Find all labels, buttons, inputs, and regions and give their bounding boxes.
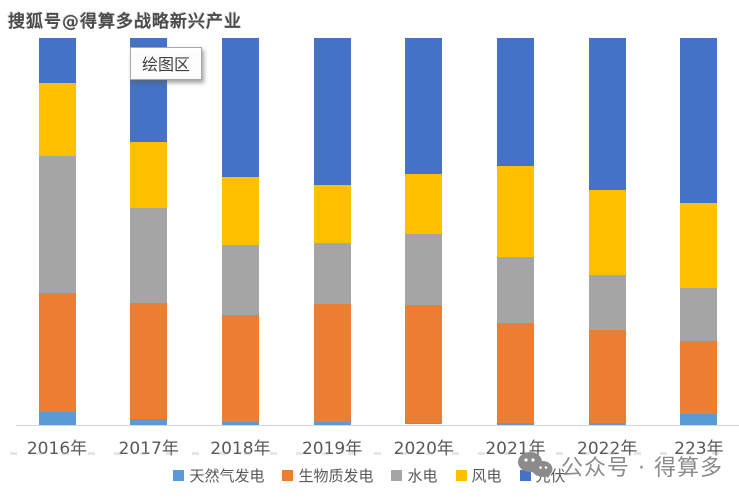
legend-label-hydro: 水电 (407, 466, 438, 485)
bar-segment-水电[interactable] (588, 275, 626, 331)
legend-label-natural-gas: 天然气发电 (189, 466, 265, 485)
bar-segment-风电[interactable] (38, 82, 76, 156)
legend-swatch-natural-gas (173, 469, 185, 481)
bar-segment-水电[interactable] (130, 208, 168, 303)
stacked-bar-2016年[interactable] (38, 38, 76, 425)
bar-segment-风电[interactable] (497, 166, 534, 257)
legend-item-wind[interactable]: 风电 (455, 465, 502, 486)
bar-segment-风电[interactable] (130, 142, 168, 209)
stacked-bar-223年[interactable] (680, 38, 718, 425)
sohu-watermark-text: 搜狐号@得算多战略新兴产业 (8, 12, 242, 32)
wechat-icon (517, 451, 553, 481)
legend-swatch-solar-pv (519, 469, 531, 481)
bar-segment-水电[interactable] (497, 256, 534, 324)
bar-segment-天然气发电[interactable] (38, 411, 76, 425)
bar-segment-生物质发电[interactable] (588, 330, 626, 424)
stacked-bar-2022年[interactable] (588, 38, 626, 425)
x-axis-label: 2020年 (393, 439, 454, 459)
bar-segment-光伏[interactable] (497, 38, 534, 167)
bar-segment-光伏[interactable] (588, 38, 626, 191)
bar-segment-水电[interactable] (38, 155, 76, 293)
bar-segment-光伏[interactable] (405, 38, 443, 174)
bar-segment-风电[interactable] (405, 173, 443, 234)
wechat-account-label: 公众号 · 得算多 (561, 456, 723, 481)
bar-segment-生物质发电[interactable] (221, 314, 259, 422)
bar-segment-天然气发电[interactable] (588, 423, 626, 425)
x-axis-label: 2016年 (26, 439, 88, 459)
bar-segment-生物质发电[interactable] (313, 303, 351, 422)
legend-swatch-biomass (282, 469, 294, 481)
bar-segment-生物质发电[interactable] (680, 340, 718, 415)
bar-segment-水电[interactable] (405, 233, 443, 305)
stacked-bar-2019年[interactable] (313, 38, 351, 425)
bar-segment-天然气发电[interactable] (130, 418, 168, 425)
stacked-bar-2020年[interactable] (405, 38, 443, 425)
x-axis-line (16, 425, 739, 426)
bar-segment-光伏[interactable] (313, 38, 351, 185)
legend-label-biomass: 生物质发电 (298, 466, 374, 485)
bar-segment-生物质发电[interactable] (130, 302, 168, 419)
wechat-badge: 公众号 · 得算多 (517, 450, 723, 482)
plot-area-tooltip-label: 绘图区 (142, 55, 191, 74)
legend-item-biomass[interactable]: 生物质发电 (282, 465, 373, 486)
bar-segment-生物质发电[interactable] (38, 292, 76, 412)
bar-segment-天然气发电[interactable] (405, 422, 443, 425)
x-axis-label: 2017年 (118, 439, 179, 459)
bar-segment-天然气发电[interactable] (221, 421, 259, 425)
bar-segment-风电[interactable] (221, 176, 259, 245)
stacked-bar-2017年[interactable] (130, 38, 168, 425)
x-axis-label: 2018年 (210, 439, 271, 459)
legend-swatch-hydro (391, 469, 403, 481)
bar-segment-风电[interactable] (313, 184, 351, 243)
x-axis-label: 2022年 (577, 439, 638, 459)
bar-segment-光伏[interactable] (38, 38, 76, 83)
bar-segment-生物质发电[interactable] (405, 304, 443, 423)
bar-segment-水电[interactable] (221, 244, 259, 315)
bar-segment-天然气发电[interactable] (313, 421, 351, 425)
bar-segment-光伏[interactable] (221, 38, 259, 177)
bar-segment-水电[interactable] (313, 242, 351, 304)
x-axis-label: 2019年 (301, 439, 363, 459)
chart-legend: 天然气发电 生物质发电 水电 风电 光伏 (0, 464, 739, 486)
bar-segment-风电[interactable] (680, 202, 718, 288)
x-axis-label: 223年 (674, 439, 724, 459)
legend-label-wind: 风电 (471, 466, 502, 485)
bar-segment-天然气发电[interactable] (497, 422, 534, 425)
stacked-bar-2018年[interactable] (221, 38, 259, 425)
legend-swatch-wind (455, 469, 467, 481)
faint-watermark-row (10, 452, 725, 455)
stacked-bar-2021年[interactable] (497, 38, 534, 425)
bar-segment-光伏[interactable] (680, 38, 718, 203)
bar-segment-风电[interactable] (588, 190, 626, 276)
bar-segment-生物质发电[interactable] (497, 323, 534, 423)
bar-segment-天然气发电[interactable] (680, 414, 718, 425)
legend-item-hydro[interactable]: 水电 (391, 465, 438, 486)
plot-area-tooltip: 绘图区 (130, 47, 203, 80)
legend-item-natural-gas[interactable]: 天然气发电 (173, 465, 264, 486)
bar-segment-水电[interactable] (680, 287, 718, 341)
